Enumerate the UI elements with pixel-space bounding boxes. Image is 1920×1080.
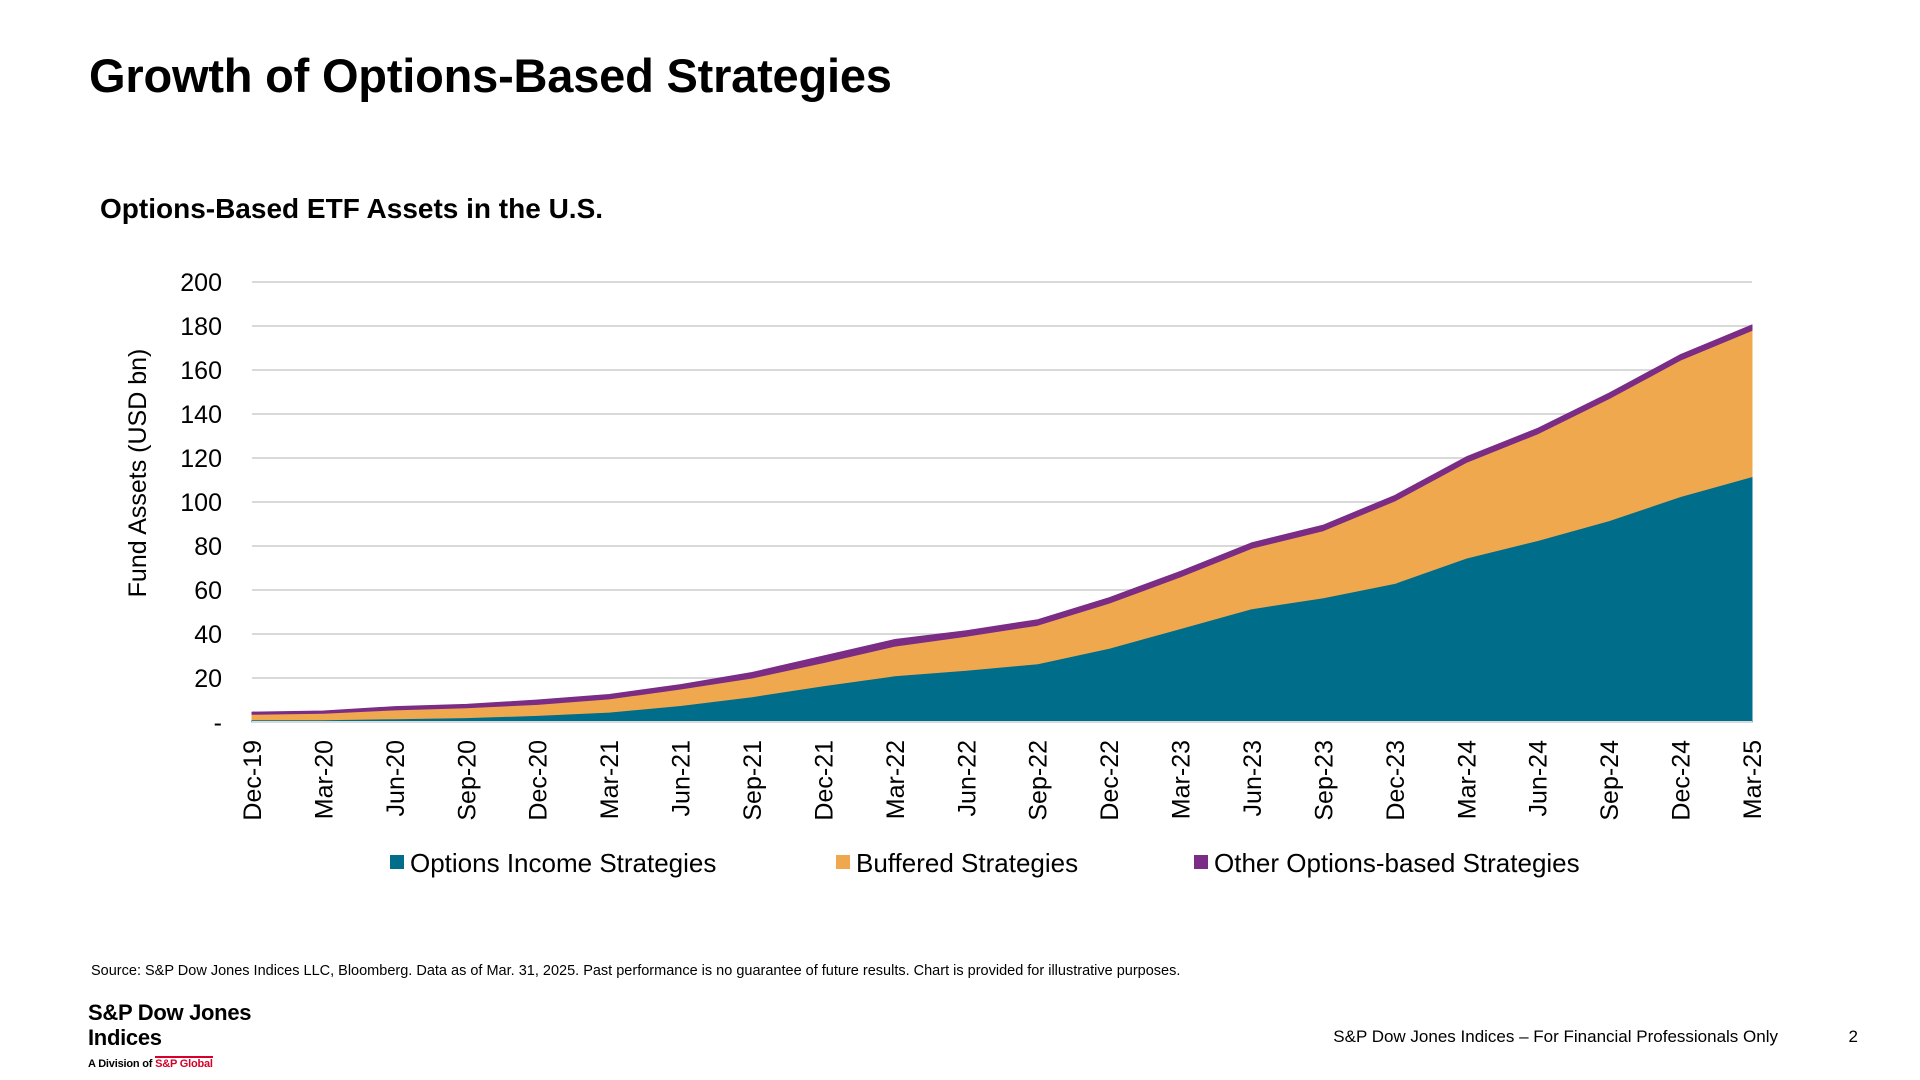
logo-division: A Division of S&P Global bbox=[88, 1056, 278, 1070]
x-tick-label: Jun-24 bbox=[1525, 740, 1553, 817]
y-tick-label: 20 bbox=[194, 665, 222, 693]
y-tick-label: 180 bbox=[180, 313, 222, 341]
legend-item: Options Income Strategies bbox=[390, 848, 716, 878]
legend-item: Other Options-based Strategies bbox=[1194, 848, 1580, 878]
y-tick-label: 120 bbox=[180, 445, 222, 473]
y-tick-label: 160 bbox=[180, 357, 222, 385]
y-tick-label: 140 bbox=[180, 401, 222, 429]
x-tick-label: Dec-24 bbox=[1668, 740, 1696, 821]
footer-text: S&P Dow Jones Indices – For Financial Pr… bbox=[1333, 1027, 1778, 1046]
x-tick-label: Sep-22 bbox=[1025, 740, 1053, 821]
y-tick-label: 80 bbox=[194, 533, 222, 561]
x-tick-label: Mar-21 bbox=[596, 740, 624, 819]
x-tick-label: Sep-23 bbox=[1310, 740, 1338, 821]
page-number: 2 bbox=[1848, 1027, 1858, 1046]
y-tick-label: 60 bbox=[194, 577, 222, 605]
legend-swatch bbox=[390, 855, 404, 869]
y-tick-label: 200 bbox=[180, 269, 222, 297]
logo-name: S&P Dow Jones Indices bbox=[88, 1000, 252, 1050]
area-other-options-based-strategies bbox=[251, 324, 1753, 715]
chart-title: Options-Based ETF Assets in the U.S. bbox=[100, 193, 604, 224]
legend-swatch bbox=[1194, 855, 1208, 869]
chart-areas bbox=[251, 324, 1753, 723]
legend-swatch bbox=[836, 855, 850, 869]
logo-division-parent: S&P Global bbox=[155, 1056, 213, 1070]
x-tick-label: Sep-20 bbox=[453, 740, 481, 821]
legend-label: Options Income Strategies bbox=[410, 848, 716, 878]
x-tick-label: Mar-22 bbox=[882, 740, 910, 819]
legend-item: Buffered Strategies bbox=[836, 848, 1078, 878]
x-tick-label: Jun-23 bbox=[1239, 740, 1267, 816]
slide-title: Growth of Options-Based Strategies bbox=[89, 49, 892, 102]
y-tick-label: 100 bbox=[180, 489, 222, 517]
y-axis-label: Fund Assets (USD bn) bbox=[124, 349, 152, 598]
logo-division-prefix: A Division of bbox=[88, 1058, 153, 1070]
x-tick-label: Mar-23 bbox=[1168, 740, 1196, 819]
x-tick-label: Dec-23 bbox=[1382, 740, 1410, 821]
x-tick-label: Dec-21 bbox=[810, 740, 838, 821]
x-tick-label: Mar-20 bbox=[310, 740, 338, 819]
x-tick-label: Jun-20 bbox=[382, 740, 410, 816]
y-tick-label: - bbox=[214, 709, 222, 737]
x-tick-label: Mar-25 bbox=[1739, 740, 1767, 819]
x-tick-label: Dec-20 bbox=[525, 740, 553, 821]
x-tick-label: Dec-22 bbox=[1096, 740, 1124, 821]
x-tick-label: Sep-21 bbox=[739, 740, 767, 821]
legend-label: Buffered Strategies bbox=[856, 848, 1078, 878]
x-tick-label: Jun-22 bbox=[953, 740, 981, 816]
x-axis: Dec-19 Mar-20 Jun-20 Sep-20 Dec-20 Mar-21 Jun-… bbox=[239, 721, 1767, 821]
x-tick-label: Dec-19 bbox=[239, 740, 267, 821]
x-tick-label: Sep-24 bbox=[1596, 740, 1624, 821]
x-tick-label: Mar-24 bbox=[1453, 740, 1481, 819]
legend-label: Other Options-based Strategies bbox=[1214, 848, 1580, 878]
company-logo: S&P Dow Jones Indices A Division of S&P … bbox=[88, 1000, 278, 1070]
x-tick-label: Jun-21 bbox=[668, 740, 696, 816]
y-tick-label: 40 bbox=[194, 621, 222, 649]
legend: Options Income Strategies Buffered Strate… bbox=[390, 848, 1580, 878]
y-axis: - 20 40 60 80 100 120 140 160 180 200 bbox=[180, 269, 222, 737]
source-note: Source: S&P Dow Jones Indices LLC, Bloom… bbox=[91, 963, 1181, 979]
